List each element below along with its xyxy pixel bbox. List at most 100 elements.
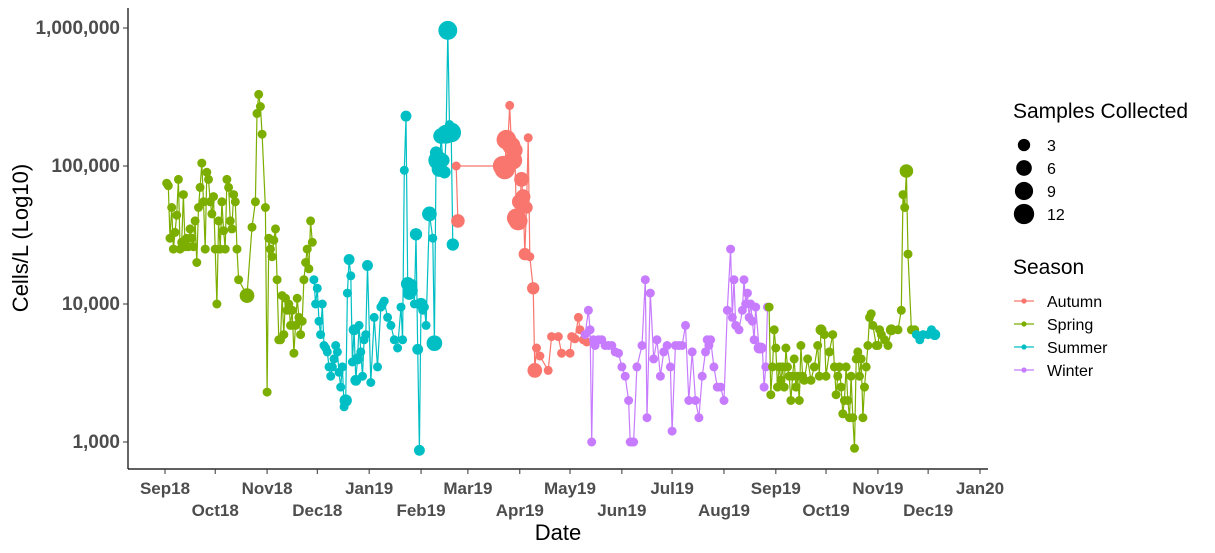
size-legend-dot — [1017, 138, 1031, 152]
data-point — [640, 275, 650, 285]
data-point — [642, 413, 652, 423]
data-point — [655, 371, 665, 381]
data-point — [841, 362, 851, 372]
data-point — [573, 312, 583, 322]
data-point — [362, 260, 373, 271]
data-point — [200, 244, 210, 254]
data-point — [292, 293, 302, 303]
y-tick-label: 1,000,000 — [35, 18, 120, 39]
data-point — [441, 122, 462, 143]
data-point — [170, 227, 180, 237]
data-point — [230, 197, 240, 207]
data-point — [821, 371, 831, 381]
data-point — [311, 299, 321, 309]
x-tick-label: Mar19 — [443, 479, 492, 498]
x-tick-label: Jun19 — [597, 501, 646, 520]
data-point — [167, 203, 177, 212]
size-legend-label: 3 — [1047, 138, 1056, 155]
data-point — [761, 362, 771, 372]
data-point — [751, 302, 761, 312]
data-point — [771, 343, 781, 353]
data-point — [383, 312, 393, 322]
data-point — [662, 341, 672, 350]
data-point — [806, 375, 816, 385]
color-legend-dot — [1021, 321, 1027, 327]
data-point — [697, 371, 707, 381]
size-legend: Samples Collected 3 6 9 12 — [1013, 100, 1188, 225]
data-point — [629, 437, 639, 447]
data-point — [386, 320, 396, 330]
data-point — [219, 226, 229, 236]
x-tick-label: Nov18 — [242, 479, 293, 498]
data-point — [421, 320, 431, 330]
data-point — [250, 197, 260, 207]
data-point — [369, 312, 379, 322]
data-point — [302, 244, 312, 254]
data-point — [239, 288, 255, 303]
series-summer — [911, 325, 941, 345]
data-point — [637, 341, 647, 350]
data-point — [289, 348, 299, 358]
series-winter — [580, 244, 772, 447]
data-point — [570, 334, 580, 344]
data-point — [848, 413, 858, 423]
data-point — [408, 279, 418, 289]
data-point — [759, 382, 769, 392]
data-point — [202, 167, 212, 177]
data-point — [326, 371, 336, 381]
data-point — [438, 20, 458, 40]
data-point — [168, 244, 178, 254]
data-point — [366, 378, 376, 387]
data-point — [306, 216, 316, 226]
data-point — [834, 362, 844, 372]
x-tick-label: Aug19 — [698, 501, 750, 520]
x-tick-label: Nov19 — [852, 479, 903, 498]
data-point — [769, 325, 779, 335]
data-point — [322, 347, 332, 357]
data-point — [332, 347, 342, 357]
y-axis-title: Cells/L (Log10) — [8, 164, 33, 312]
data-point — [399, 165, 409, 175]
data-point — [632, 362, 642, 372]
data-point — [262, 387, 272, 397]
data-point — [438, 166, 451, 179]
data-point — [846, 371, 856, 381]
size-legend-dot — [1014, 181, 1034, 201]
data-point — [691, 396, 700, 405]
data-point — [212, 299, 222, 309]
size-legend-label: 12 — [1047, 207, 1065, 224]
data-point — [178, 190, 188, 200]
data-point — [317, 299, 327, 309]
data-point — [694, 413, 704, 423]
data-point — [254, 89, 264, 99]
data-point — [336, 382, 346, 392]
data-point — [312, 283, 322, 293]
x-tick-label: Dec19 — [903, 501, 953, 520]
data-point — [508, 211, 528, 231]
data-point — [813, 341, 823, 350]
color-legend-label: Spring — [1047, 317, 1093, 334]
data-point — [885, 324, 897, 336]
data-point — [297, 316, 307, 326]
data-point — [716, 382, 726, 392]
data-point — [727, 312, 737, 322]
x-tick-label: Sep18 — [140, 479, 190, 498]
data-point — [523, 133, 533, 143]
data-point — [789, 354, 799, 364]
data-point — [413, 444, 425, 456]
data-point — [197, 158, 207, 168]
data-point — [747, 316, 757, 326]
data-point — [828, 330, 838, 340]
data-point — [515, 189, 531, 204]
x-tick-label: Oct19 — [802, 501, 849, 520]
series-spring — [162, 89, 317, 397]
data-point — [436, 153, 450, 168]
size-legend-label: 6 — [1047, 161, 1056, 178]
data-point — [814, 371, 824, 381]
color-legend-dot — [1021, 367, 1027, 373]
data-point — [185, 224, 195, 234]
data-point — [316, 330, 326, 340]
data-point — [204, 174, 213, 184]
